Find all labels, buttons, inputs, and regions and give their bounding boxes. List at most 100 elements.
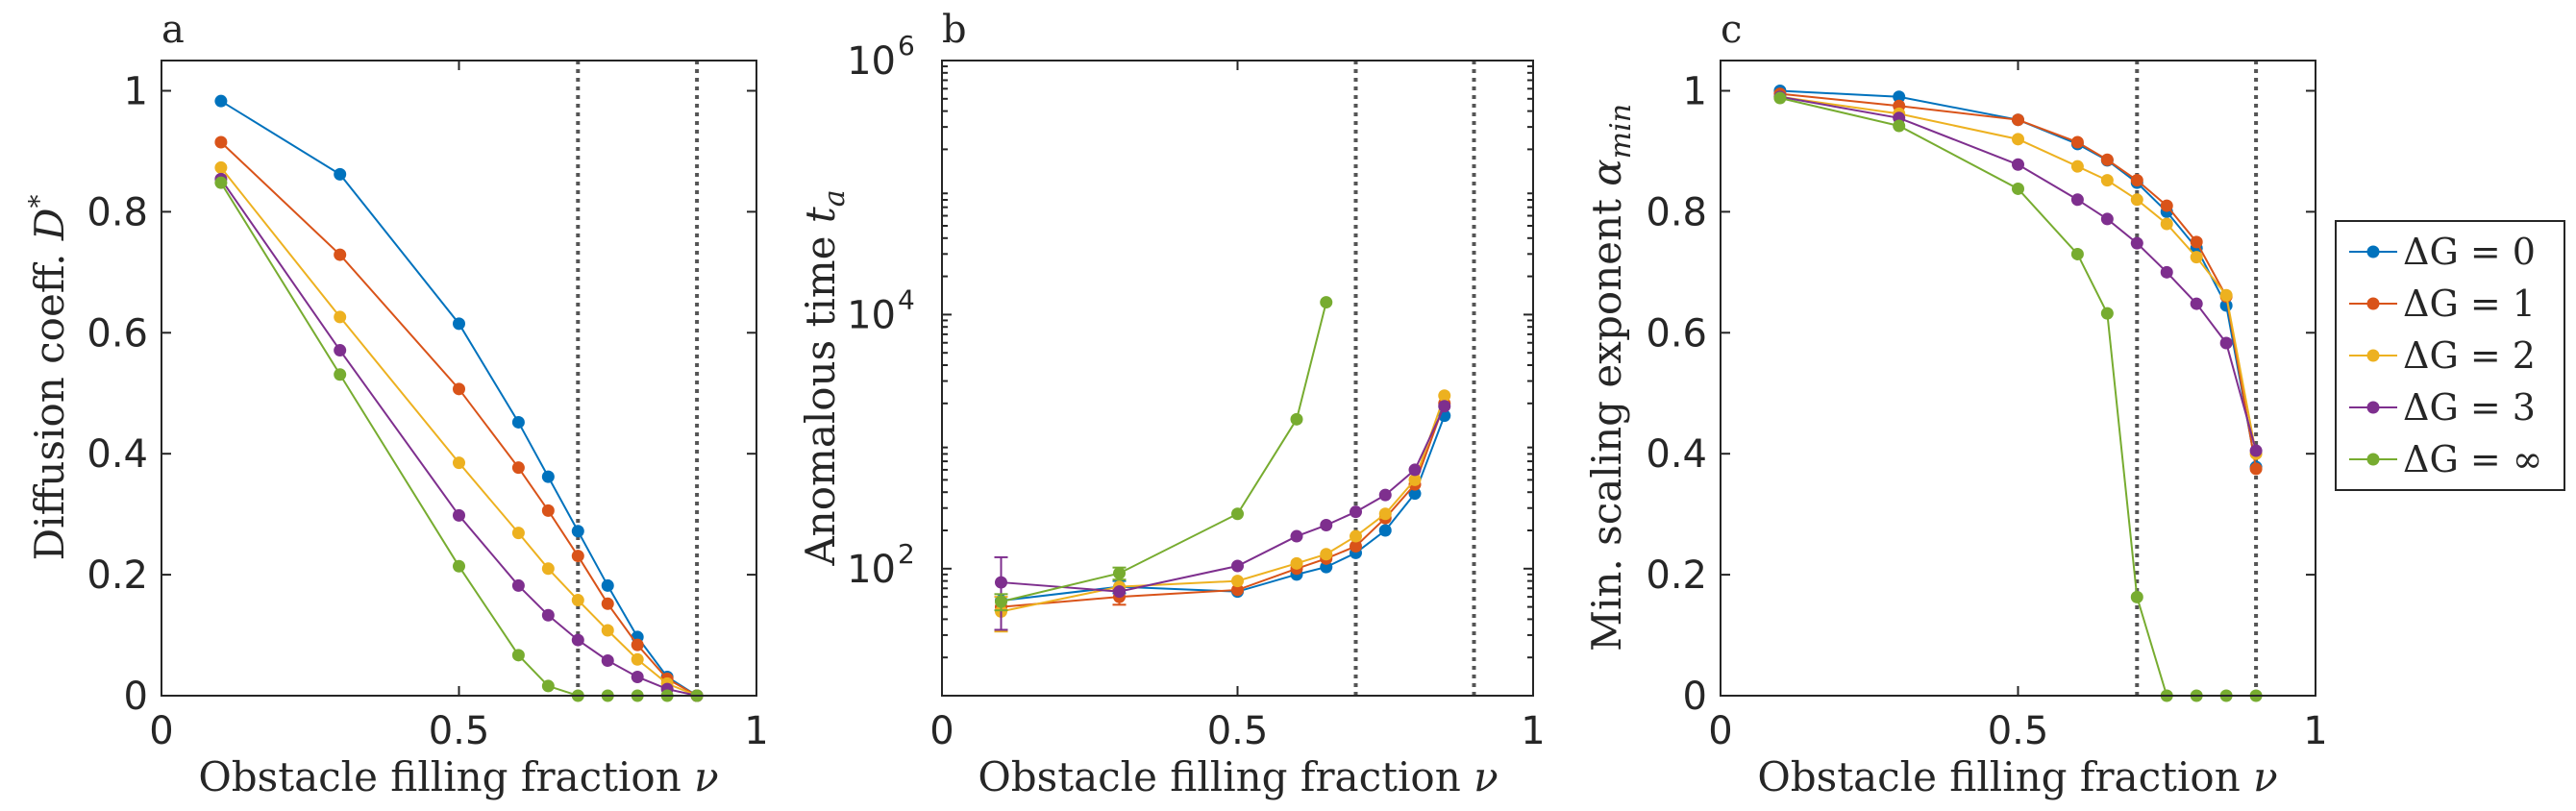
panel-b-series-g-inf-line [1001,302,1327,603]
legend-entries: ΔG = 0 ΔG = 1 ΔG = 2 ΔG = 3 ΔG = ∞ [2349,231,2542,480]
panel-a-ylabel-text: Diffusion coeff. [26,240,73,560]
panel-a-y-tick-label: 0.2 [87,553,148,598]
panel-a-series-g-3-point [541,608,555,622]
panel-b-y-tick-exponent: 4 [898,283,915,315]
panel-a-letter: a [161,8,185,52]
panel-c-series-g-1-point [2070,135,2084,149]
panel-c-y-tick-label: 0.6 [1646,311,1707,356]
panel-a-series-g-1-point [511,461,525,475]
panel-b-series-g-1-line [1001,403,1446,608]
panel-c-series-g-3-point [2070,193,2084,207]
panel-c-axes-frame [1720,60,2316,697]
panel-c-series-g-1 [1773,87,2263,476]
panel-a-series-g-0-point [601,578,614,592]
panel-a-series-g-1-point [334,248,347,261]
panel-c-series-g-1-point [2012,113,2024,127]
panel-a-xlabel-text: Obstacle filling fraction [198,753,694,800]
panel-b-series-g-inf-point [1231,507,1244,521]
panel-c-y-tick-label: 1 [1683,69,1707,113]
panel-a-series-g-2-point [601,624,614,637]
panel-c-letter: c [1721,8,1742,52]
legend-label: ΔG = 0 [2403,231,2536,273]
panel-c-y-tick-label: 0.4 [1646,432,1707,477]
panel-c-series-g-2-point [2190,251,2203,264]
panel-c-series-g-2-point [2012,133,2024,146]
panel-c-y-tick-label: 0 [1683,675,1707,719]
panel-c-series-g-1-point [2160,199,2173,212]
panel-b-series-g-2-point [1378,507,1392,521]
legend-entry-g-1: ΔG = 1 [2349,283,2536,325]
panel-c-ylabel-subscript: min [1604,104,1638,159]
panel-b-series-g-inf-point [995,595,1007,608]
panel-b-axes-frame [941,60,1534,697]
panel-a-series-g-0-point [541,470,555,483]
legend: ΔG = 0 ΔG = 1 ΔG = 2 ΔG = 3 ΔG = ∞ [2335,220,2565,491]
panel-a-series-g-1-point [541,504,555,517]
panel-b-ylabel-text: Anomalous time [797,223,844,567]
panel-b-series-g-0-point [1378,524,1392,537]
panel-a-series-g-1-point [601,597,614,610]
panel-b-series-g-0 [995,409,1451,607]
panel-c-series-g-2-point [2219,288,2233,302]
panel-a-series-g-1-point [631,638,644,651]
panel-b-series-g-1-point [1231,583,1244,597]
panel-c-series-g-2-point [2130,193,2143,207]
panel-c-series-g-2-point [2100,174,2114,187]
panel-b-series-g-3-point [1320,519,1333,532]
panel-c-series-g-2 [1773,90,2263,460]
panel-c-series-g-3 [1773,90,2263,457]
panel-b-series-g-3-point [995,576,1007,589]
legend-swatch-marker [2366,401,2380,414]
panel-a-series-g-inf-point [541,679,555,693]
panel-b-series-g-2-line [1001,395,1446,613]
panel-b-series-g-3-point [1350,505,1362,519]
panel-c-y-tick-label: 0.2 [1646,553,1707,598]
panel-c-x-axis-title: Obstacle filling fraction ν [1757,753,2277,800]
panel-b-series-g-3 [994,400,1451,631]
panel-a-series-g-1-point [453,382,465,396]
panel-a-series-g-3-point [453,508,465,522]
panel-a-series-g-2-point [214,160,228,174]
panel-b-series-g-2-point [1231,575,1244,588]
panel-c-series-g-1-point [2190,235,2203,249]
legend-swatch-marker [2366,245,2380,258]
panel-c-x-tick-label: 1 [2303,709,2327,753]
panel-b-y-tick-label: 10 [847,548,896,592]
panel-c-series-g-inf [1773,91,2263,702]
legend-label: ΔG = 1 [2403,283,2536,325]
panel-c-series-g-inf-point [2100,307,2114,320]
panel-b-series-g-2 [994,389,1451,633]
panel-a-ylabel-superscript: * [23,194,55,208]
panel-a-series-g-1-point [214,135,228,149]
panel-c-series-g-2-point [2160,217,2173,231]
panel-b-series-g-inf-point [1290,412,1303,426]
panel-a-series-g-2-line [220,166,698,697]
panel-a-series-g-1 [214,135,704,702]
panel-a-series-g-inf-point [334,368,347,381]
panel-b-ylabel-symbol: t [797,207,844,223]
panel-b-series-g-2-point [1408,473,1422,486]
panel-c-series-g-1-point [2249,462,2263,476]
panel-c-series [1773,84,2263,702]
panel-a-y-tick-label: 0.4 [87,432,148,477]
panel-b-y-tick-exponent: 2 [898,538,915,570]
legend-entry-g-inf: ΔG = ∞ [2349,438,2542,480]
panel-b-series-g-0-line [1001,415,1446,602]
panel-b-series-g-inf [994,296,1333,612]
panel-a-ticks: 0 0.5 1 0 0.2 0.4 0.6 0.8 1 [87,61,769,753]
legend-swatch-marker [2366,453,2380,466]
panel-a-series-g-1-line [220,141,698,697]
panel-a-series-g-0 [214,94,704,702]
panel-c-series-g-inf-point [2012,182,2024,195]
panel-c-series-g-inf-point [1773,91,1787,105]
panel-a-series-g-0-line [220,100,698,697]
panel-c-series-g-inf-point [2070,247,2084,260]
panel-a-series-g-3-point [631,670,644,683]
panel-a-y-tick-label: 0.6 [87,311,148,356]
panel-a-series-g-0-point [511,415,525,429]
panel-c-x-tick-label: 0.5 [1988,709,2049,753]
panel-c-series-g-3-point [2249,444,2263,457]
panel-b-series-g-2-point [1438,389,1451,403]
panel-b-ylabel-subscript: a [818,189,852,207]
